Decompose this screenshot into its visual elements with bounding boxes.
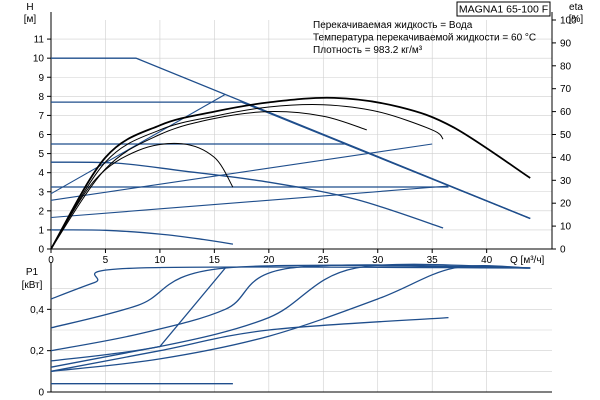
y-tick-label: 0 xyxy=(38,245,44,256)
efficiency-curve xyxy=(50,96,531,250)
y2-tick-label: 50 xyxy=(560,130,572,141)
power-y-axis-label: P1 xyxy=(26,267,39,278)
y-tick-label: 9 xyxy=(38,73,44,84)
power-curve xyxy=(50,267,226,368)
y-tick-label: 4 xyxy=(38,168,44,179)
x-tick-label: 15 xyxy=(209,255,221,266)
y-tick-label: 7 xyxy=(38,111,44,122)
x-tick-label: 35 xyxy=(427,255,439,266)
y2-tick-label: 100 xyxy=(560,16,577,27)
power-curve xyxy=(50,263,531,362)
y-tick-label: 11 xyxy=(34,35,45,46)
y2-tick-label: 80 xyxy=(560,61,572,72)
x-tick-label: 20 xyxy=(263,255,275,266)
y-axis-label: H xyxy=(26,2,33,13)
head-curve xyxy=(50,229,234,245)
y2-tick-label: 90 xyxy=(560,38,572,49)
y2-axis-unit: [%] xyxy=(569,14,584,25)
x-axis-label: Q [м³/ч] xyxy=(510,255,545,266)
model-title: MAGNA1 65-100 F xyxy=(459,4,548,16)
power-curve xyxy=(50,265,531,372)
power-y-axis-unit: [кВт] xyxy=(22,280,43,291)
y-tick-label: 3 xyxy=(38,187,44,198)
model-title-box xyxy=(456,1,551,17)
x-tick-label: 10 xyxy=(154,255,166,266)
power-y-tick-label: 0,2 xyxy=(30,346,44,357)
fluid-info-line: Плотность = 983.2 кг/м³ xyxy=(313,45,423,56)
power-y-tick-label: 0 xyxy=(38,388,44,399)
y-axis-unit: [м] xyxy=(24,14,37,25)
head-curve xyxy=(50,161,444,229)
efficiency-curve xyxy=(50,103,444,250)
x-tick-label: 25 xyxy=(318,255,330,266)
system-curve xyxy=(50,185,449,219)
head-curve xyxy=(51,57,531,220)
fluid-info-line: Температура перекачиваемой жидкости = 60… xyxy=(313,33,536,44)
y2-tick-label: 70 xyxy=(560,84,572,95)
y-tick-label: 8 xyxy=(38,92,44,103)
y2-tick-label: 0 xyxy=(560,245,566,256)
y2-tick-label: 10 xyxy=(560,222,572,233)
power-curve xyxy=(50,266,531,300)
power-curve xyxy=(50,264,531,352)
y2-tick-label: 30 xyxy=(560,176,572,187)
y2-axis-label: eta xyxy=(569,2,583,13)
x-tick-label: 0 xyxy=(48,255,54,266)
y-tick-label: 5 xyxy=(38,149,44,160)
y-tick-label: 1 xyxy=(38,225,44,236)
efficiency-curve xyxy=(50,111,367,250)
x-tick-label: 30 xyxy=(372,255,384,266)
power-curve xyxy=(50,264,531,329)
y-tick-label: 2 xyxy=(38,206,44,217)
x-tick-label: 5 xyxy=(103,255,109,266)
efficiency-curve xyxy=(50,142,234,250)
y2-tick-label: 20 xyxy=(560,199,572,210)
y-tick-label: 10 xyxy=(33,54,45,65)
power-curve xyxy=(50,316,449,372)
x-tick-label: 40 xyxy=(481,255,493,266)
y-tick-label: 6 xyxy=(38,130,44,141)
y2-tick-label: 60 xyxy=(560,107,572,118)
power-y-tick-label: 0,4 xyxy=(30,305,44,316)
head-curve xyxy=(51,143,531,220)
head-curve xyxy=(51,101,531,220)
y2-tick-label: 40 xyxy=(560,153,572,164)
fluid-info-line: Перекачиваемая жидкость = Вода xyxy=(313,20,473,31)
